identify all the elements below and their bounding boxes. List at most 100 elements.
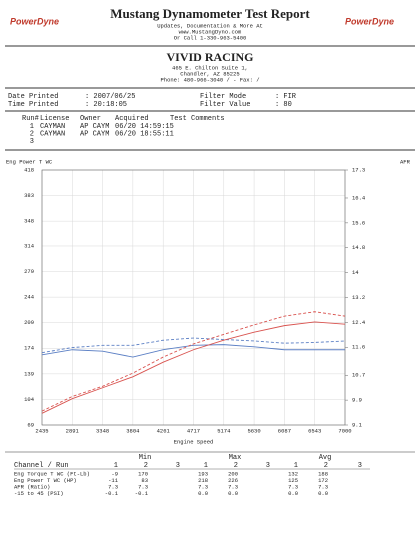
y2-tick-label: 11.6 xyxy=(352,344,365,351)
summary-value: 0.0 xyxy=(228,490,238,497)
summary-run-number: 2 xyxy=(144,462,148,470)
summary-channel: Eng Torque T WC (Ft-Lb) xyxy=(14,470,90,477)
plot-frame xyxy=(41,169,346,426)
x-tick-label: 3348 xyxy=(96,427,109,434)
summary-run-number: 3 xyxy=(358,462,362,470)
x-tick-label: 5630 xyxy=(247,427,260,434)
runs-cell: 1 xyxy=(30,123,34,131)
x-tick-label: 4261 xyxy=(157,427,171,434)
y2-tick-label: 16.4 xyxy=(352,194,366,201)
runs-cell: 2 xyxy=(30,130,34,138)
summary-run-number: 3 xyxy=(176,462,180,470)
y2-tick-label: 14.8 xyxy=(352,244,365,251)
summary-run-number: 1 xyxy=(114,462,118,470)
x-tick-label: 6087 xyxy=(278,427,291,434)
summary-value: 172 xyxy=(318,477,328,484)
summary-value: 0.0 xyxy=(288,490,298,497)
y2-tick-label: 9.1 xyxy=(352,421,363,428)
runs-cell: CAYMAN xyxy=(40,130,65,138)
summary-group: Min xyxy=(139,454,152,462)
x-tick-label: 2891 xyxy=(66,427,80,434)
summary-group: Avg xyxy=(319,454,332,462)
summary-value: 125 xyxy=(288,477,298,484)
runs-cell: 3 xyxy=(30,138,34,146)
y-tick-label: 104 xyxy=(24,396,35,403)
y-tick-label: 314 xyxy=(24,242,35,249)
summary-run-number: 3 xyxy=(266,462,270,470)
summary-run-number: 2 xyxy=(324,462,328,470)
runs-cell: CAYMAN xyxy=(40,123,65,131)
info-label: Filter Value xyxy=(200,101,250,109)
summary-value: 7.3 xyxy=(108,483,118,490)
summary-channel-header: Channel / Run xyxy=(14,462,69,470)
header-line: www.MustangDyno.com xyxy=(179,28,242,35)
summary-value: -0.1 xyxy=(105,490,119,497)
runs-header: Test Comments xyxy=(170,115,225,123)
y2-axis-label: AFR xyxy=(400,158,411,165)
y-tick-label: 244 xyxy=(24,294,35,301)
y-tick-label: 69 xyxy=(27,421,34,428)
summary-value: 7.3 xyxy=(228,483,238,490)
summary-value: 193 xyxy=(198,470,208,477)
y-tick-label: 139 xyxy=(24,370,34,377)
summary-run-number: 2 xyxy=(234,462,238,470)
series-line xyxy=(41,321,346,414)
x-axis-label: Engine Speed xyxy=(174,438,214,445)
logo-right: PowerDyne xyxy=(345,16,394,26)
shop-line: 465 E. Chilton Suite 1, xyxy=(172,64,248,71)
shop-line: Chandler, AZ 85225 xyxy=(180,70,239,77)
runs-cell: 06/20 18:55:11 xyxy=(115,130,174,138)
info-value: : FIR xyxy=(275,93,297,101)
y-tick-label: 348 xyxy=(24,218,34,225)
summary-value: 218 xyxy=(198,477,208,484)
x-tick-label: 7000 xyxy=(338,427,351,434)
x-tick-label: 2435 xyxy=(35,427,48,434)
x-tick-label: 4717 xyxy=(187,427,200,434)
summary-value: 170 xyxy=(138,470,148,477)
info-label: Date Printed xyxy=(8,93,58,101)
y-tick-label: 209 xyxy=(24,319,34,326)
y2-tick-label: 12.4 xyxy=(352,319,366,326)
summary-channel: -15 to 45 (PSI) xyxy=(14,490,64,497)
y-tick-label: 279 xyxy=(24,268,34,275)
series-line xyxy=(41,337,346,354)
info-value: : 20:18:05 xyxy=(85,101,127,109)
summary-value: 0.0 xyxy=(318,490,328,497)
y2-tick-label: 15.6 xyxy=(352,219,365,226)
shop-name: VIVID RACING xyxy=(166,50,253,64)
header-line: Or Call 1-330-963-5400 xyxy=(174,34,247,41)
summary-value: 188 xyxy=(318,470,328,477)
y-tick-label: 383 xyxy=(24,192,34,199)
runs-cell: AP CAYM xyxy=(80,130,109,138)
summary-value: 83 xyxy=(141,477,148,484)
summary-value: 7.3 xyxy=(138,483,148,490)
summary-value: 132 xyxy=(288,470,298,477)
info-value: : 80 xyxy=(275,101,292,109)
y2-tick-label: 9.9 xyxy=(352,397,362,404)
y2-tick-label: 17.3 xyxy=(352,166,365,173)
runs-header: Owner xyxy=(80,115,101,123)
logo-left: PowerDyne xyxy=(10,16,59,26)
series-line xyxy=(41,344,345,358)
series-line xyxy=(41,311,346,412)
summary-value: 7.3 xyxy=(318,483,328,490)
header-line: Updates, Documentation & More At xyxy=(157,22,263,29)
runs-header: Acquired xyxy=(115,115,149,123)
y2-tick-label: 14 xyxy=(352,269,359,276)
summary-value: 226 xyxy=(228,477,238,484)
runs-header: License xyxy=(40,115,69,123)
report-title: Mustang Dynamometer Test Report xyxy=(110,6,310,21)
y-tick-label: 174 xyxy=(24,345,35,352)
summary-value: 200 xyxy=(228,470,238,477)
summary-value: -9 xyxy=(111,470,118,477)
info-value: : 2007/06/25 xyxy=(85,93,135,101)
summary-value: 0.0 xyxy=(198,490,208,497)
summary-channel: AFR (Ratio) xyxy=(14,483,50,490)
runs-cell: AP CAYM xyxy=(80,123,109,131)
info-label: Time Printed xyxy=(8,101,58,109)
shop-line: Phone: 480-966-3040 / - Fax: / xyxy=(160,76,259,83)
x-tick-label: 6543 xyxy=(308,427,321,434)
y2-tick-label: 13.2 xyxy=(352,294,365,301)
